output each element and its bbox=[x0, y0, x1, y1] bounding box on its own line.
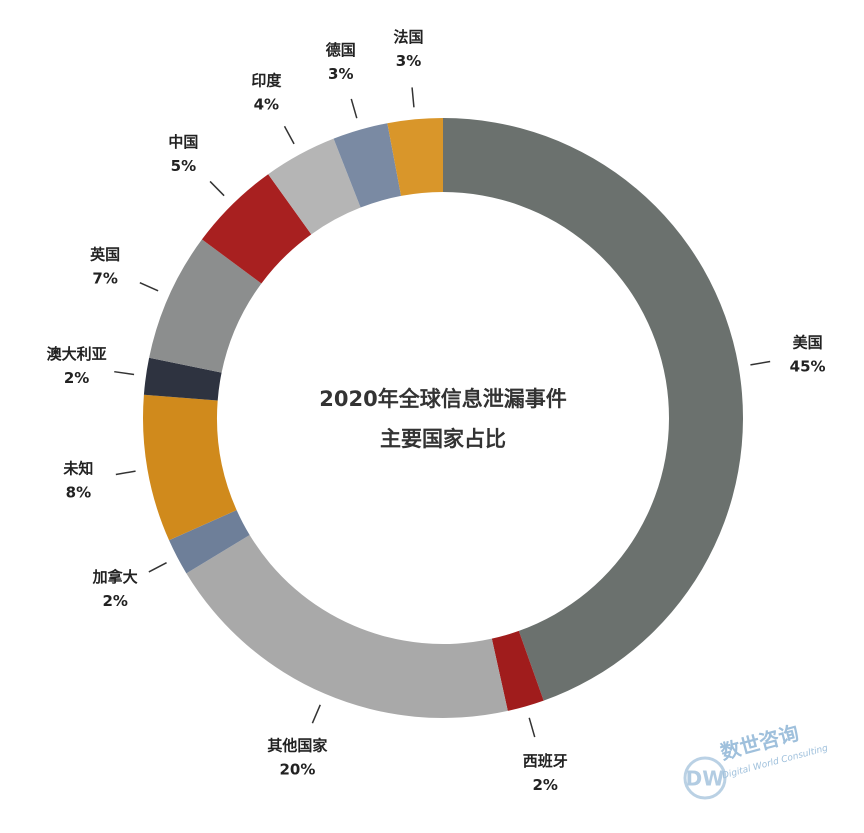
slice-name: 未知 bbox=[62, 459, 93, 477]
leader-line bbox=[139, 281, 159, 292]
slice-name: 英国 bbox=[90, 246, 120, 264]
slice-name: 法国 bbox=[394, 28, 424, 46]
slice-percent: 5% bbox=[171, 157, 196, 175]
chart-title: 2020年全球信息泄漏事件 bbox=[319, 387, 566, 411]
leader-line bbox=[528, 717, 536, 738]
slice-percent: 3% bbox=[328, 65, 353, 83]
slice-name: 其他国家 bbox=[267, 737, 327, 755]
donut-slice bbox=[333, 123, 402, 208]
leader-line bbox=[411, 87, 415, 108]
donut-slice bbox=[443, 118, 744, 701]
svg-text:DW: DW bbox=[686, 767, 725, 791]
donut-slice bbox=[169, 510, 250, 574]
donut-slice bbox=[387, 118, 443, 196]
donut-slice bbox=[201, 174, 312, 284]
donut-slice bbox=[186, 535, 508, 718]
donut-slice bbox=[149, 239, 262, 373]
donut-slice bbox=[143, 357, 222, 401]
slice-percent: 8% bbox=[66, 483, 91, 501]
donut-slice bbox=[143, 394, 237, 541]
leader-line bbox=[209, 180, 225, 197]
slice-name: 西班牙 bbox=[523, 752, 568, 770]
slice-name: 加拿大 bbox=[92, 568, 138, 586]
slice-name: 印度 bbox=[251, 71, 282, 89]
slice-percent: 2% bbox=[532, 776, 557, 794]
chart-title: 主要国家占比 bbox=[380, 427, 506, 451]
slice-percent: 45% bbox=[790, 358, 826, 376]
leader-line bbox=[148, 561, 167, 573]
leader-line bbox=[350, 98, 358, 119]
leader-line bbox=[311, 704, 321, 724]
leader-line bbox=[115, 470, 136, 476]
slice-percent: 4% bbox=[254, 95, 279, 113]
slice-percent: 7% bbox=[92, 270, 117, 288]
slice-name: 中国 bbox=[168, 133, 198, 151]
donut-slice bbox=[268, 138, 361, 235]
slice-percent: 20% bbox=[279, 761, 315, 779]
slice-name: 美国 bbox=[793, 334, 823, 352]
slice-name: 澳大利亚 bbox=[47, 345, 107, 363]
watermark-logo: DW bbox=[683, 756, 727, 800]
slice-percent: 3% bbox=[396, 52, 421, 70]
leader-line bbox=[114, 370, 135, 376]
slice-percent: 2% bbox=[102, 592, 127, 610]
slice-percent: 2% bbox=[64, 369, 89, 387]
slice-name: 德国 bbox=[326, 41, 356, 59]
leader-line bbox=[283, 125, 295, 145]
donut-slice bbox=[491, 630, 544, 711]
leader-line bbox=[750, 360, 771, 366]
